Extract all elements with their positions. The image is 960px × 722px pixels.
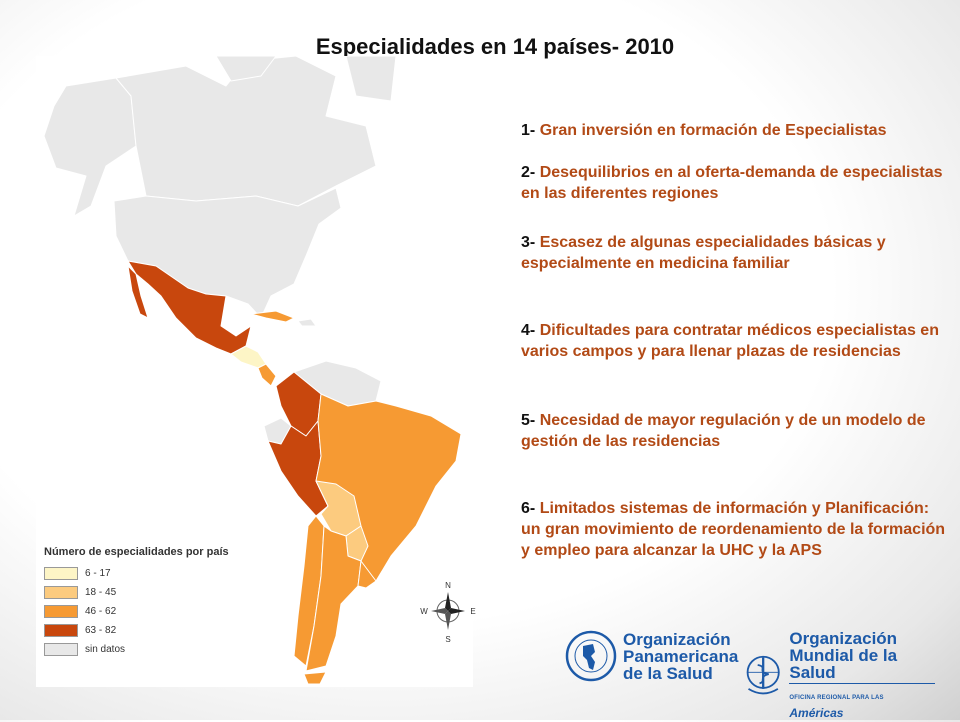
legend-swatch — [44, 567, 78, 580]
americas-map: Número de especialidades por país 6 - 17… — [36, 56, 476, 687]
point-text: Escasez de algunas especialidades básica… — [521, 234, 886, 272]
legend-item-18-45: 18 - 45 — [44, 583, 274, 602]
region-argentina — [305, 525, 362, 672]
who-text: Organización Mundial de la Salud OFICINA… — [789, 630, 935, 722]
legend-swatch — [44, 605, 78, 618]
point-text: Necesidad de mayor regulación y de un mo… — [521, 412, 926, 450]
point-number: 2- — [521, 164, 536, 181]
point-6: 6- Limitados sistemas de información y P… — [521, 498, 951, 561]
who-logo: Organización Mundial de la Salud OFICINA… — [743, 630, 935, 722]
legend-label: 63 - 82 — [85, 625, 117, 636]
legend-label: 6 - 17 — [85, 568, 111, 579]
paho-text: Organización Panamericana de la Salud — [623, 631, 738, 682]
legend-label: sin datos — [85, 644, 126, 655]
region-tierra-del-fuego — [303, 671, 327, 685]
region-caribbean — [297, 318, 317, 327]
legend-label: 46 - 62 — [85, 606, 117, 617]
point-text: Dificultades para contratar médicos espe… — [521, 322, 939, 360]
region-uruguay — [357, 560, 377, 589]
who-sub: OFICINA REGIONAL PARA LAS — [789, 695, 884, 701]
paho-line3: de la Salud — [623, 663, 713, 683]
point-3: 3- Escasez de algunas especialidades bás… — [521, 232, 951, 274]
point-text: Gran inversión en formación de Especiali… — [539, 122, 887, 139]
slide-title: Especialidades en 14 países- 2010 — [315, 34, 675, 59]
region-central-america-south — [257, 363, 277, 387]
paho-line1: Organización — [623, 629, 731, 649]
point-number: 1- — [521, 122, 536, 139]
compass-rose-icon: N S W E — [418, 579, 478, 643]
point-1: 1- Gran inversión en formación de Especi… — [521, 120, 951, 141]
legend-label: 18 - 45 — [85, 587, 117, 598]
organization-logos: Organización Panamericana de la Salud Or… — [565, 630, 935, 720]
legend-swatch — [44, 643, 78, 656]
point-text: Limitados sistemas de información y Plan… — [521, 500, 946, 559]
point-2: 2- Desequilibrios en al oferta-demanda d… — [521, 162, 951, 204]
paho-line2: Panamericana — [623, 646, 739, 666]
compass-n: N — [445, 581, 451, 590]
legend-swatch — [44, 624, 78, 637]
legend-title: Número de especialidades por país — [44, 546, 229, 558]
legend-item-sin-datos: sin datos — [44, 640, 274, 659]
region-arctic-islands — [215, 56, 277, 82]
legend-swatch — [44, 586, 78, 599]
point-number: 4- — [521, 322, 536, 339]
compass-s: S — [445, 635, 450, 643]
legend-item-6-17: 6 - 17 — [44, 564, 274, 583]
region-baja — [127, 265, 149, 319]
compass-e: E — [470, 607, 475, 616]
map-legend: Número de especialidades por país 6 - 17… — [44, 546, 274, 659]
paho-emblem-icon — [565, 630, 617, 682]
who-region: Américas — [789, 706, 844, 720]
point-4: 4- Dificultades para contratar médicos e… — [521, 320, 951, 362]
point-number: 5- — [521, 412, 536, 429]
region-usa — [113, 187, 342, 319]
point-text: Desequilibrios en al oferta-demanda de e… — [521, 164, 943, 202]
region-greenland — [345, 56, 397, 102]
legend-item-63-82: 63 - 82 — [44, 621, 274, 640]
who-line1: Organización — [789, 629, 898, 648]
paho-logo: Organización Panamericana de la Salud — [565, 630, 738, 682]
point-number: 3- — [521, 234, 536, 251]
compass-w: W — [420, 607, 428, 616]
legend-item-46-62: 46 - 62 — [44, 602, 274, 621]
point-number: 6- — [521, 500, 536, 517]
point-5: 5- Necesidad de mayor regulación y de un… — [521, 410, 951, 452]
who-line2: Mundial de la Salud — [789, 646, 898, 682]
region-cuba — [250, 310, 295, 323]
region-alaska — [43, 77, 137, 217]
map-svg — [43, 56, 462, 685]
who-emblem-icon — [746, 655, 780, 695]
